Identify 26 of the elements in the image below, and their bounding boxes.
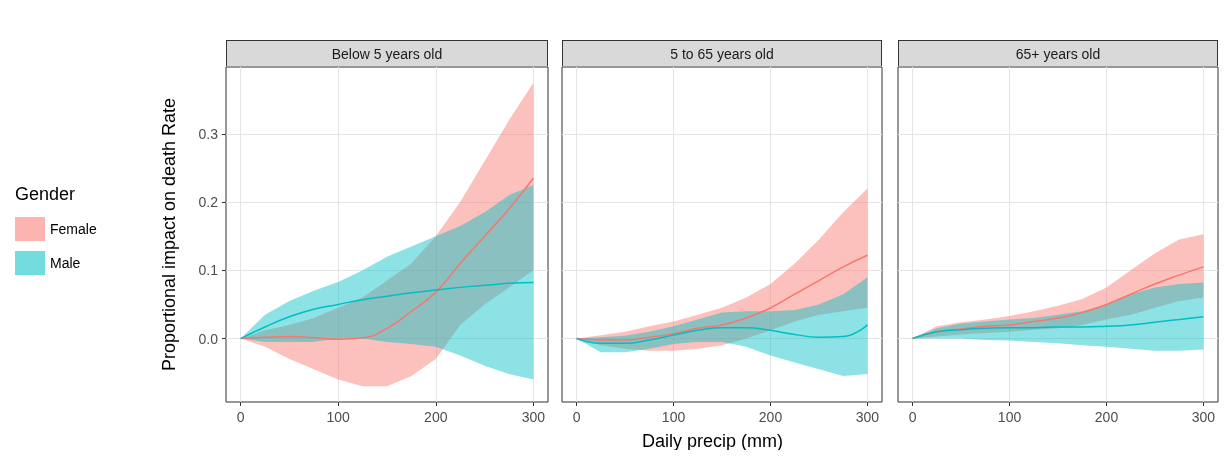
y-tick-label: 0.2 bbox=[198, 194, 219, 211]
x-tick-label: 300 bbox=[1191, 409, 1216, 425]
y-tick-label: 0.3 bbox=[198, 125, 219, 142]
x-tick-label: 0 bbox=[236, 409, 245, 425]
x-tick-label: 300 bbox=[521, 409, 546, 425]
x-tick-label: 100 bbox=[997, 409, 1022, 425]
y-axis-title: Proportional impact on death Rate bbox=[159, 97, 179, 372]
legend-title: Gender bbox=[15, 184, 76, 204]
legend-label: Male bbox=[50, 255, 81, 271]
line-series bbox=[239, 281, 535, 340]
x-tick-label: 100 bbox=[326, 409, 351, 425]
x-tick-label: 300 bbox=[855, 409, 880, 425]
chart-title: 5 to 65 years old bbox=[562, 40, 882, 66]
legend-label: Female bbox=[50, 221, 97, 237]
line-series bbox=[239, 177, 535, 340]
x-tick-label: 200 bbox=[758, 409, 783, 425]
x-tick-label: 0 bbox=[572, 409, 581, 425]
y-tick-label: 0.0 bbox=[198, 330, 219, 347]
chart-title: 65+ years old bbox=[898, 40, 1218, 66]
x-axis-title: Daily precip (mm) bbox=[642, 431, 784, 451]
x-tick-label: 100 bbox=[661, 409, 686, 425]
x-tick-label: 200 bbox=[424, 409, 448, 425]
chart-title: Below 5 years old bbox=[226, 40, 548, 66]
x-tick-label: 0 bbox=[908, 409, 917, 425]
y-tick-label: 0.1 bbox=[198, 262, 219, 279]
x-tick-label: 200 bbox=[1094, 409, 1119, 425]
